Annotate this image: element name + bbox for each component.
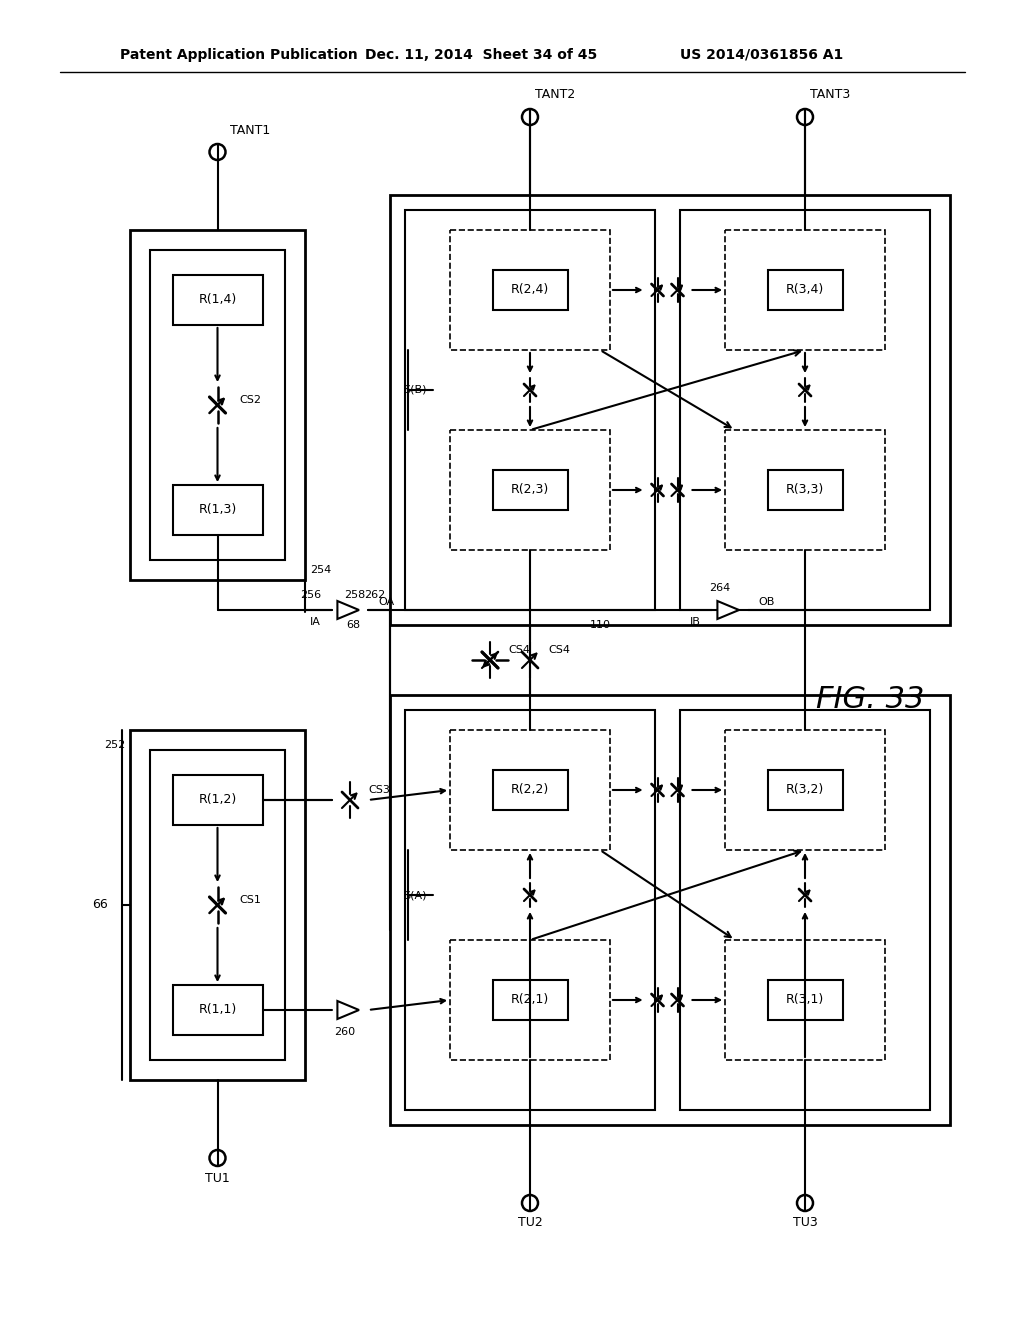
- Text: CS4: CS4: [548, 645, 570, 655]
- Text: 252: 252: [103, 741, 125, 750]
- Bar: [725, 230, 885, 350]
- Bar: [768, 979, 843, 1020]
- Bar: [172, 275, 262, 325]
- Text: R(3,4): R(3,4): [785, 284, 824, 297]
- Text: FIG. 33: FIG. 33: [816, 685, 925, 714]
- Bar: [493, 271, 567, 310]
- Text: R(3,2): R(3,2): [785, 784, 824, 796]
- Bar: [172, 985, 262, 1035]
- Text: TANT2: TANT2: [535, 88, 575, 102]
- Bar: [680, 710, 930, 1110]
- Bar: [406, 210, 655, 610]
- Text: R(1,4): R(1,4): [199, 293, 237, 306]
- Text: TANT3: TANT3: [810, 88, 850, 102]
- Bar: [406, 710, 655, 1110]
- Text: CS1: CS1: [240, 895, 261, 906]
- Bar: [768, 470, 843, 510]
- Bar: [493, 979, 567, 1020]
- Text: TU1: TU1: [205, 1172, 229, 1184]
- Text: 68: 68: [346, 620, 360, 630]
- Text: IA: IA: [310, 616, 321, 627]
- Text: 254: 254: [310, 565, 331, 576]
- Text: TANT1: TANT1: [229, 124, 269, 136]
- Text: OA: OA: [378, 597, 394, 607]
- Bar: [680, 210, 930, 610]
- Text: 110: 110: [590, 620, 610, 630]
- Text: R(2,4): R(2,4): [511, 284, 549, 297]
- Text: IB: IB: [690, 616, 700, 627]
- Text: US 2014/0361856 A1: US 2014/0361856 A1: [680, 48, 843, 62]
- Bar: [130, 730, 305, 1080]
- Bar: [493, 770, 567, 810]
- Text: Dec. 11, 2014  Sheet 34 of 45: Dec. 11, 2014 Sheet 34 of 45: [365, 48, 597, 62]
- Bar: [390, 696, 950, 1125]
- Text: OB: OB: [758, 597, 774, 607]
- Bar: [725, 430, 885, 550]
- Text: R(2,2): R(2,2): [511, 784, 549, 796]
- Bar: [172, 775, 262, 825]
- Bar: [130, 230, 305, 579]
- Text: 258: 258: [344, 590, 366, 601]
- Bar: [450, 940, 610, 1060]
- Text: CS4: CS4: [508, 645, 530, 655]
- Polygon shape: [337, 601, 359, 619]
- Bar: [450, 730, 610, 850]
- Text: S(B): S(B): [403, 385, 427, 395]
- Text: TU3: TU3: [793, 1217, 817, 1229]
- Bar: [390, 195, 950, 624]
- Text: R(1,1): R(1,1): [199, 1003, 237, 1016]
- Bar: [768, 770, 843, 810]
- Text: Patent Application Publication: Patent Application Publication: [120, 48, 357, 62]
- Text: 260: 260: [335, 1027, 355, 1038]
- Text: 264: 264: [710, 583, 731, 593]
- Bar: [450, 430, 610, 550]
- Bar: [725, 940, 885, 1060]
- Bar: [725, 730, 885, 850]
- Bar: [150, 750, 285, 1060]
- Polygon shape: [718, 601, 739, 619]
- Polygon shape: [337, 1001, 359, 1019]
- Text: S(A): S(A): [403, 890, 427, 900]
- Bar: [172, 484, 262, 535]
- Bar: [493, 470, 567, 510]
- Text: CS2: CS2: [240, 395, 261, 405]
- Text: R(3,1): R(3,1): [785, 994, 824, 1006]
- Text: 256: 256: [300, 590, 322, 601]
- Text: R(2,3): R(2,3): [511, 483, 549, 496]
- Bar: [768, 271, 843, 310]
- Bar: [450, 230, 610, 350]
- Text: R(2,1): R(2,1): [511, 994, 549, 1006]
- Text: TU2: TU2: [517, 1217, 543, 1229]
- Text: R(3,3): R(3,3): [785, 483, 824, 496]
- Text: 262: 262: [364, 590, 385, 601]
- Bar: [150, 249, 285, 560]
- Text: 66: 66: [92, 899, 108, 912]
- Text: R(1,2): R(1,2): [199, 793, 237, 807]
- Text: R(1,3): R(1,3): [199, 503, 237, 516]
- Text: CS3: CS3: [368, 785, 390, 795]
